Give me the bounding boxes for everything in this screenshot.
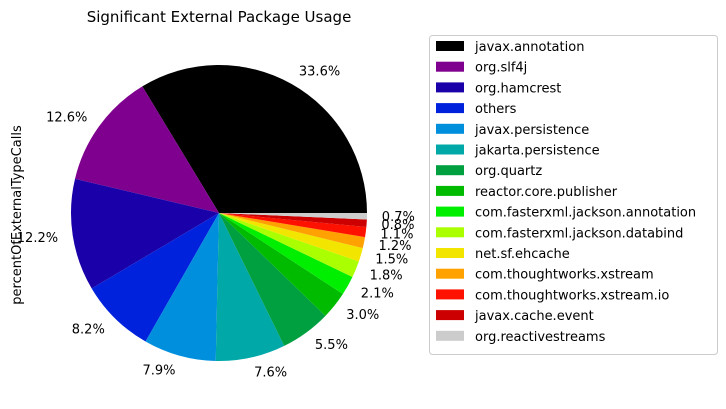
- legend-swatch-com-thoughtworks-xstream: [436, 268, 464, 279]
- pie-slice-com-fasterxml-jackson-databind: [219, 213, 359, 277]
- pie-slice-javax-persistence: [145, 213, 219, 361]
- legend-swatch-com-thoughtworks-xstream-io: [436, 289, 464, 300]
- legend-swatch-com-fasterxml-jackson-annotation: [436, 206, 464, 217]
- pct-label-com-fasterxml-jackson-databind: 1.8%: [370, 268, 403, 283]
- pie-slice-org-hamcrest: [71, 178, 220, 289]
- pct-label-com-fasterxml-jackson-annotation: 2.1%: [361, 286, 394, 301]
- legend-swatch-jakarta-persistence: [436, 144, 464, 155]
- chart-title: Significant External Package Usage: [87, 8, 352, 26]
- pie-slice-jakarta-persistence: [215, 213, 285, 361]
- legend-swatch-org-quartz: [436, 165, 464, 176]
- pct-label-reactor-core-publisher: 3.0%: [346, 308, 379, 323]
- percentage-labels: 33.6% 12.6% 12.2% 8.2% 7.9% 7.6% 5.5% 3.0% 2.1% 1…: [17, 65, 415, 381]
- pct-label-javax-persistence: 7.9%: [142, 363, 175, 378]
- legend-swatch-com-fasterxml-jackson-databind: [436, 227, 464, 238]
- pie-slice-org-quartz: [219, 213, 326, 346]
- pie-slice-org-slf4j: [75, 86, 219, 213]
- legend-swatch-javax-annotation: [436, 41, 464, 51]
- pct-label-org-reactivestreams: 0.7%: [382, 210, 415, 225]
- legend-label-javax-cache-event: javax.cache.event: [474, 309, 594, 324]
- legend-label-org-hamcrest: org.hamcrest: [475, 81, 561, 96]
- legend-swatch-org-hamcrest: [436, 82, 464, 93]
- legend-label-org-slf4j: org.slf4j: [475, 61, 527, 76]
- legend-label-org-quartz: org.quartz: [475, 164, 542, 179]
- legend-swatch-org-slf4j: [436, 61, 464, 72]
- pct-label-net-sf-ehcache: 1.5%: [375, 253, 408, 268]
- legend-label-javax-persistence: javax.persistence: [474, 123, 589, 138]
- pct-label-org-quartz: 5.5%: [315, 338, 348, 353]
- y-axis-label: percentOfExternalTypeCalls: [10, 125, 25, 305]
- pct-label-org-slf4j: 12.6%: [46, 111, 87, 126]
- pct-label-com-thoughtworks-xstream-io: 1.1%: [380, 228, 413, 243]
- pie-slice-others: [91, 213, 219, 342]
- legend-label-javax-annotation: javax.annotation: [474, 40, 584, 55]
- legend-swatch-reactor-core-publisher: [436, 185, 464, 196]
- legend-label-reactor-core-publisher: reactor.core.publisher: [475, 185, 618, 200]
- pct-label-jakarta-persistence: 7.6%: [254, 366, 287, 381]
- pie-slice-org-reactivestreams: [219, 213, 368, 220]
- legend-label-org-reactivestreams: org.reactivestreams: [475, 330, 606, 345]
- pct-label-com-thoughtworks-xstream: 1.2%: [379, 239, 412, 254]
- pie-slice-com-thoughtworks-xstream-io: [219, 213, 367, 238]
- pie-slice-javax-cache-event: [219, 213, 367, 227]
- legend-label-com-fasterxml-jackson-databind: com.fasterxml.jackson.databind: [475, 226, 683, 241]
- legend-frame: [429, 35, 718, 355]
- pct-label-org-hamcrest: 12.2%: [17, 231, 58, 246]
- pie-slice-com-fasterxml-jackson-annotation: [219, 213, 353, 295]
- legend-label-others: others: [475, 102, 517, 117]
- pie-slice-reactor-core-publisher: [219, 213, 343, 316]
- legend-swatch-javax-persistence: [436, 123, 464, 134]
- pct-label-javax-annotation: 33.6%: [299, 65, 340, 80]
- pct-label-others: 8.2%: [72, 323, 105, 338]
- pct-label-javax-cache-event: 0.8%: [381, 218, 414, 233]
- legend-label-com-thoughtworks-xstream-io: com.thoughtworks.xstream.io: [475, 288, 669, 303]
- legend-swatch-net-sf-ehcache: [436, 248, 464, 258]
- legend-label-com-fasterxml-jackson-annotation: com.fasterxml.jackson.annotation: [475, 206, 696, 221]
- legend-swatch-javax-cache-event: [436, 310, 464, 321]
- legend-label-com-thoughtworks-xstream: com.thoughtworks.xstream: [475, 268, 654, 283]
- pie-slice-com-thoughtworks-xstream: [219, 213, 366, 249]
- pie-slices: [71, 65, 368, 361]
- pie-slice-javax-annotation: [142, 65, 367, 213]
- legend: javax.annotation org.slf4j org.hamcrest oth…: [429, 35, 718, 355]
- legend-label-net-sf-ehcache: net.sf.ehcache: [475, 247, 570, 262]
- legend-label-jakarta-persistence: jakarta.persistence: [474, 144, 600, 159]
- legend-swatch-org-reactivestreams: [436, 330, 464, 341]
- legend-swatch-others: [436, 103, 464, 114]
- pie-slice-net-sf-ehcache: [219, 213, 363, 262]
